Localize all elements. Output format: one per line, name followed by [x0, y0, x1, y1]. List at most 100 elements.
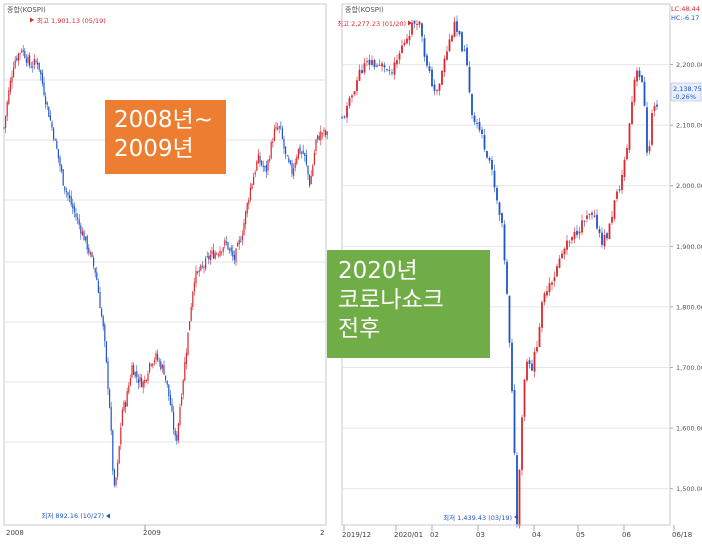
candle-body	[245, 211, 247, 225]
candle-body	[621, 174, 623, 191]
candle-body	[117, 462, 119, 477]
candle-body	[436, 90, 438, 92]
candle-body	[224, 240, 226, 246]
candle-body	[461, 32, 463, 52]
candle-body	[289, 160, 291, 164]
candle-body	[229, 248, 231, 250]
candle-body	[476, 122, 478, 124]
candle-body	[261, 160, 263, 166]
candle-body	[219, 250, 221, 257]
candle-body	[93, 257, 95, 267]
candle-body	[320, 131, 322, 140]
callout-line: 2008년~	[114, 107, 213, 133]
candle-body	[222, 247, 224, 252]
kospi-2020-panel: 2,200.00 2,100.00 2,000.00 1,900.00 1,800.00…	[327, 0, 702, 547]
candle-body	[61, 165, 63, 172]
candle-body	[396, 60, 398, 65]
candle-body	[361, 70, 363, 74]
candle-body	[453, 21, 456, 37]
candle-body	[438, 83, 441, 91]
candle-body	[273, 128, 275, 141]
candle-body	[14, 60, 16, 68]
candle-body	[538, 327, 541, 348]
callout-line: 전후	[338, 315, 381, 342]
candle-body	[326, 131, 328, 135]
candle-body	[160, 361, 162, 370]
candle-body	[351, 95, 353, 98]
candle-body	[518, 469, 521, 527]
x-tick-label: 2	[320, 529, 324, 537]
candle-body	[272, 141, 274, 144]
candle-body	[603, 234, 606, 247]
candle-body	[153, 360, 155, 363]
candle-body	[601, 232, 603, 245]
candle-body	[283, 139, 285, 149]
x-ticks: 2019/12 2020/01 02 03 04 05 06 06/18	[342, 525, 692, 539]
candle-body	[596, 214, 598, 229]
candle-body	[57, 149, 59, 159]
candle-body	[651, 112, 653, 145]
y-tick-label: 2,000.00	[676, 182, 702, 190]
candle-body	[174, 430, 176, 436]
candle-body	[99, 291, 101, 309]
max-label: 최고 2,277.23 (01/20)	[338, 19, 406, 28]
candle-body	[433, 84, 436, 91]
candle-body	[291, 163, 293, 174]
y-tick-label: 2,200.00	[676, 61, 702, 69]
candle-body	[248, 200, 250, 204]
candle-body	[321, 133, 323, 135]
candle-body	[249, 187, 251, 200]
candle-body	[8, 90, 10, 104]
candle-body	[381, 63, 383, 67]
candle-body	[401, 45, 403, 54]
candle-body	[198, 270, 200, 272]
candle-body	[209, 254, 211, 261]
corner-hc: HC:-6.17	[671, 14, 699, 22]
candle-body	[141, 377, 143, 387]
candle-body	[64, 186, 66, 191]
candle-body	[165, 375, 167, 380]
candle-body	[275, 126, 277, 129]
candle-body	[588, 213, 591, 215]
candle-body	[16, 58, 18, 61]
candle-body	[348, 97, 351, 106]
candle-body	[163, 365, 165, 375]
candle-body	[558, 258, 561, 268]
candle-body	[541, 302, 543, 328]
candle-body	[240, 241, 242, 243]
candle-body	[388, 69, 391, 71]
candle-body	[571, 237, 573, 241]
callout-line: 2009년	[114, 135, 194, 162]
price-tag-box	[670, 82, 702, 102]
candle-body	[157, 354, 159, 361]
candle-body	[608, 223, 611, 240]
candle-body	[286, 155, 288, 157]
price-tag-change: -0.26%	[673, 93, 696, 101]
candle-body	[51, 122, 53, 128]
callout-2020-covid: 2020년 코로나쇼크 전후	[327, 250, 490, 358]
candle-body	[251, 183, 253, 189]
candle-body	[97, 281, 99, 293]
candle-body	[623, 159, 626, 177]
x-tick-label: 06/18	[672, 531, 692, 539]
candle-body	[638, 70, 641, 78]
candle-body	[145, 379, 147, 381]
min-label: 최저 892.16 (10/27)	[41, 511, 104, 520]
candle-body	[371, 60, 373, 65]
candle-body	[73, 206, 75, 213]
candle-body	[168, 384, 170, 396]
candle-body	[256, 161, 258, 171]
candle-body	[27, 56, 29, 64]
candle-body	[169, 394, 171, 406]
candle-body	[406, 38, 408, 44]
candle-body	[33, 58, 35, 66]
candle-body	[152, 363, 154, 366]
candle-body	[230, 247, 232, 252]
candle-body	[466, 47, 468, 66]
candle-body	[456, 21, 458, 32]
candle-body	[72, 203, 74, 209]
candle-body	[201, 266, 203, 268]
candle-body	[591, 212, 593, 215]
candle-body	[636, 70, 638, 82]
candle-body	[408, 36, 411, 41]
